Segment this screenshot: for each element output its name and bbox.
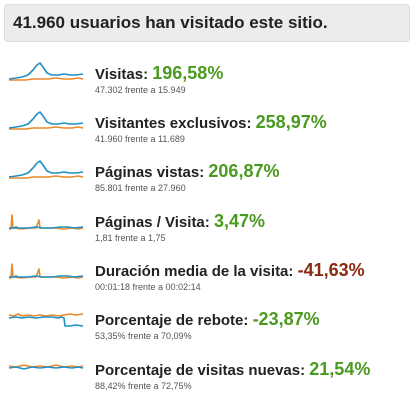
sparkline-blue-line <box>8 316 84 327</box>
metric-comparison: 53,35% frente a 70,09% <box>95 331 192 341</box>
summary-text: 41.960 usuarios han visitado este sitio. <box>13 13 328 32</box>
metric-comparison: 1,81 frente a 1,75 <box>95 233 166 243</box>
sparkline-blue-line <box>8 366 84 370</box>
metric-comparison: 41.960 frente a 11.689 <box>95 134 185 144</box>
metric-visitas[interactable]: Visitas: 196,58% 47.302 frente a 15.949 <box>0 57 416 103</box>
metric-value: 258,97% <box>255 112 327 132</box>
sparkline-orange-line <box>9 175 84 179</box>
metric-porcentaje-rebote[interactable]: Porcentaje de rebote: -23,87% 53,35% fre… <box>0 303 416 349</box>
sparkline-blue-line <box>8 111 84 129</box>
sparkline-orange-line <box>9 263 84 279</box>
metric-value: 3,47% <box>213 211 265 231</box>
sparkline-orange-line <box>8 313 84 317</box>
metric-value: 21,54% <box>309 359 371 379</box>
sparkline-orange-line <box>9 214 84 230</box>
metric-label: Páginas vistas <box>95 164 200 181</box>
metric-label: Visitantes exclusivos <box>95 115 247 132</box>
sparkline-blue-line <box>8 62 84 80</box>
sparkline-porcentaje-rebote <box>8 313 84 327</box>
sparkline-blue-line <box>9 275 84 278</box>
sparkline-orange-line <box>9 126 84 130</box>
sparkline-orange-line <box>9 77 84 81</box>
metric-label: Porcentaje de visitas nuevas <box>95 362 301 379</box>
metric-value: -41,63% <box>297 260 365 280</box>
metric-label: Porcentaje de rebote <box>95 312 244 329</box>
sparkline-blue-line <box>9 226 84 229</box>
sparkline-paginas-visita <box>9 214 84 230</box>
metric-value: 196,58% <box>152 63 224 83</box>
metric-value: 206,87% <box>208 161 280 181</box>
metric-label: Páginas / Visita <box>95 214 205 231</box>
metric-comparison: 47.302 frente a 15.949 <box>95 85 186 95</box>
summary-header: 41.960 usuarios han visitado este sitio. <box>4 4 410 42</box>
metric-paginas-visita[interactable]: Páginas / Visita: 3,47% 1,81 frente a 1,… <box>0 205 416 251</box>
metric-label: Visitas <box>95 66 144 83</box>
metric-comparison: 00:01:18 frente a 00:02:14 <box>95 282 201 292</box>
sparkline-visitantes-exclusivos <box>8 111 84 130</box>
metric-paginas-vistas[interactable]: Páginas vistas: 206,87% 85.801 frente a … <box>0 155 416 201</box>
metric-value: -23,87% <box>252 309 320 329</box>
metric-comparison: 85.801 frente a 27.960 <box>95 183 186 193</box>
metric-visitas-nuevas[interactable]: Porcentaje de visitas nuevas: 21,54% 88,… <box>0 353 416 399</box>
sparkline-blue-line <box>8 160 84 178</box>
sparkline-duracion-media <box>9 263 84 279</box>
metric-comparison: 88,42% frente a 72,75% <box>95 381 192 391</box>
sparkline-visitas <box>8 62 84 81</box>
sparkline-visitas-nuevas <box>8 364 84 370</box>
metric-visitantes-exclusivos[interactable]: Visitantes exclusivos: 258,97% 41.960 fr… <box>0 106 416 152</box>
metric-duracion-media[interactable]: Duración media de la visita: -41,63% 00:… <box>0 254 416 300</box>
sparkline-paginas-vistas <box>8 160 84 179</box>
metric-label: Duración media de la visita <box>95 263 289 280</box>
